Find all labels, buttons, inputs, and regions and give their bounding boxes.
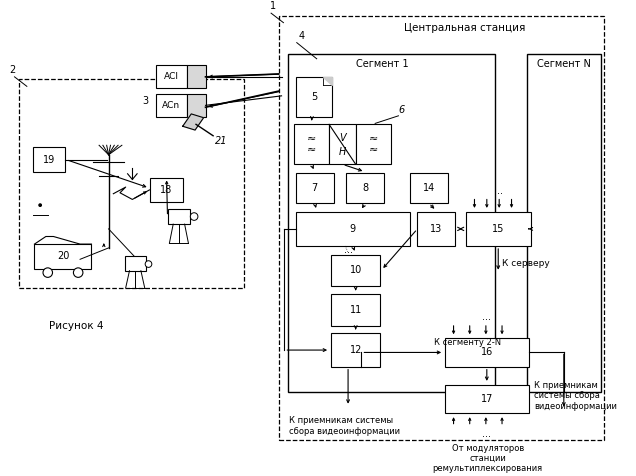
FancyBboxPatch shape [331,255,380,286]
FancyBboxPatch shape [156,65,186,88]
Text: АСl: АСl [164,72,179,81]
Text: 6: 6 [398,105,404,115]
Text: 2: 2 [9,65,15,75]
FancyBboxPatch shape [288,54,495,392]
FancyBboxPatch shape [296,212,410,246]
FancyBboxPatch shape [410,173,448,203]
Text: 11: 11 [350,305,362,315]
FancyBboxPatch shape [356,124,391,164]
Text: Центральная станция: Центральная станция [404,23,525,33]
Text: К приемникам
системы сбора
видеоинформации: К приемникам системы сбора видеоинформац… [534,381,617,411]
Text: 15: 15 [492,224,504,234]
Circle shape [73,268,83,278]
FancyBboxPatch shape [279,16,604,440]
Text: 14: 14 [423,183,435,193]
FancyBboxPatch shape [19,79,244,288]
FancyBboxPatch shape [294,124,329,164]
Text: Рисунок 4: Рисунок 4 [49,321,103,331]
Polygon shape [183,114,204,130]
Text: 1: 1 [270,1,276,11]
FancyBboxPatch shape [527,54,601,392]
FancyBboxPatch shape [125,257,146,271]
Text: H: H [339,147,346,157]
FancyBboxPatch shape [329,124,356,164]
Text: ...: ... [482,312,492,322]
Text: АСn: АСn [162,101,181,110]
Circle shape [145,261,152,268]
Text: ...: ... [482,429,492,439]
Text: 3: 3 [142,96,148,106]
Polygon shape [323,77,332,85]
FancyBboxPatch shape [186,65,205,88]
Text: 12: 12 [350,345,362,355]
Text: ...: ... [494,186,502,196]
FancyBboxPatch shape [331,295,380,326]
Text: Сегмент N: Сегмент N [537,59,591,69]
Text: 5: 5 [311,92,317,102]
FancyBboxPatch shape [296,173,334,203]
Text: 10: 10 [350,265,362,275]
Text: 9: 9 [350,224,356,234]
Circle shape [38,203,42,207]
FancyBboxPatch shape [417,212,455,246]
Text: К сегменту 2-N: К сегменту 2-N [434,338,501,347]
Text: К серверу: К серверу [502,258,550,268]
Text: 19: 19 [43,155,55,165]
Text: 21: 21 [215,136,228,146]
Polygon shape [101,191,116,229]
Text: 4: 4 [298,31,305,41]
Text: От модуляторов
станции
ремультиплексирования: От модуляторов станции ремультиплексиров… [432,444,543,474]
Text: 8: 8 [362,183,368,193]
Text: 7: 7 [312,183,318,193]
Text: Сегмент 1: Сегмент 1 [356,59,408,69]
FancyBboxPatch shape [167,209,190,224]
FancyBboxPatch shape [296,77,332,117]
Text: 16: 16 [481,347,493,357]
FancyBboxPatch shape [331,333,380,367]
Circle shape [43,268,53,278]
Text: V: V [339,132,346,142]
Wedge shape [29,205,51,217]
FancyBboxPatch shape [186,94,205,117]
FancyBboxPatch shape [346,173,384,203]
Text: ≈
≈: ≈ ≈ [307,133,316,155]
Text: ≈
≈: ≈ ≈ [369,133,378,155]
Text: 13: 13 [431,224,443,234]
Text: К приемникам системы
сбора видеоинформации: К приемникам системы сбора видеоинформац… [289,416,400,436]
Text: 18: 18 [160,185,173,195]
FancyBboxPatch shape [156,94,186,117]
FancyBboxPatch shape [34,244,92,269]
Text: ...: ... [343,245,352,255]
FancyBboxPatch shape [32,147,65,172]
Text: 20: 20 [57,251,69,261]
Circle shape [190,213,198,220]
FancyBboxPatch shape [445,338,529,367]
Text: 17: 17 [481,394,493,404]
FancyBboxPatch shape [466,212,530,246]
FancyBboxPatch shape [445,385,529,413]
FancyBboxPatch shape [150,178,183,202]
